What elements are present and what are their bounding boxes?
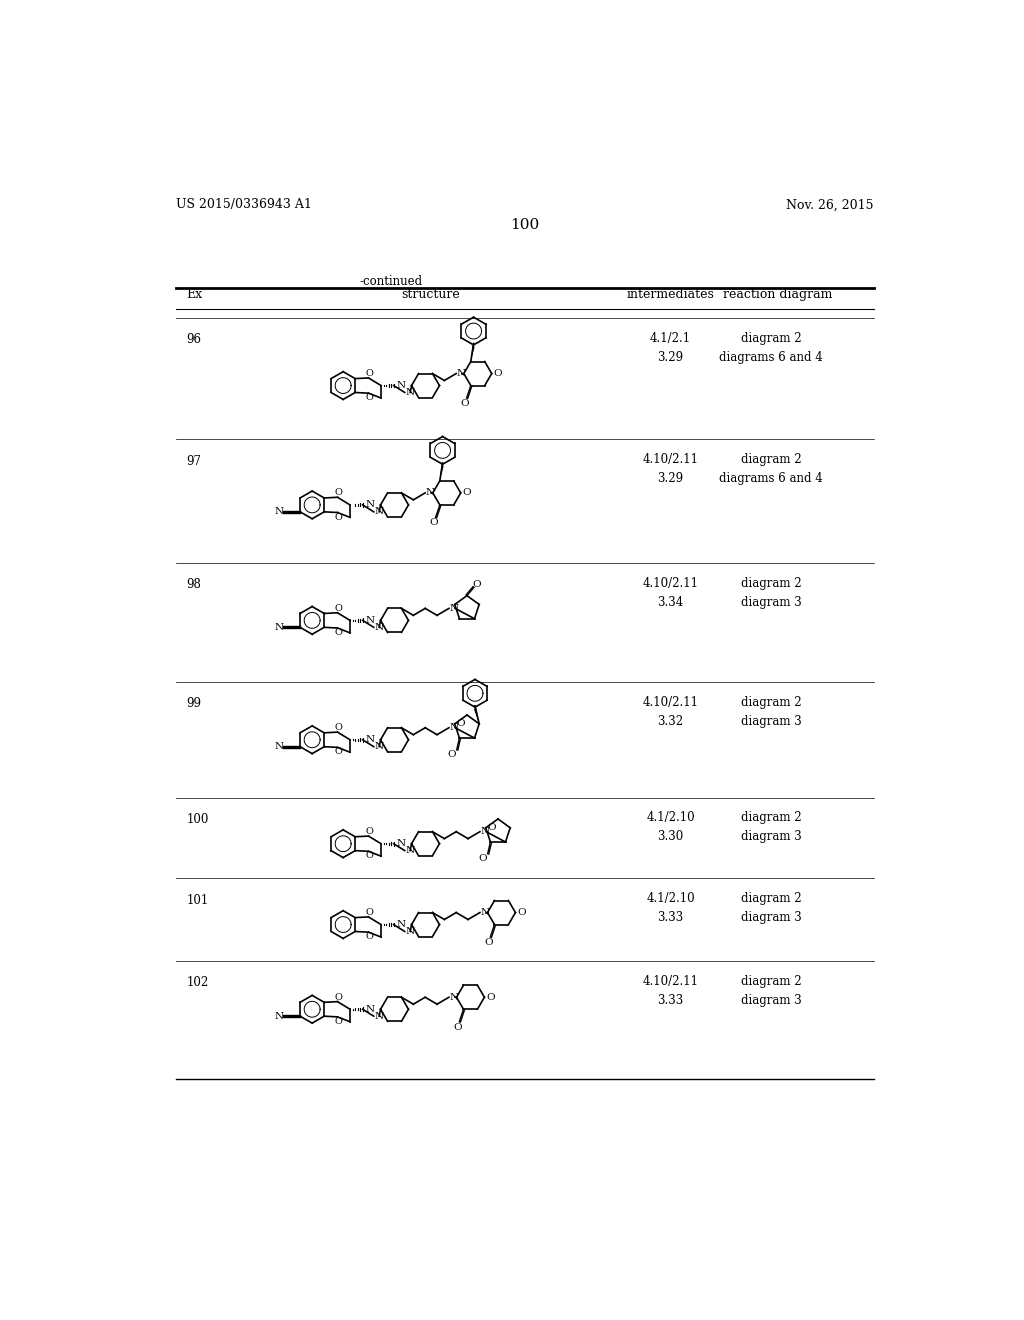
Text: O: O [334,1016,342,1026]
Text: 4.10/2.11
3.34: 4.10/2.11 3.34 [642,577,698,609]
Text: N: N [406,846,415,855]
Text: 96: 96 [186,333,201,346]
Text: 97: 97 [186,455,201,467]
Text: O: O [461,399,469,408]
Text: O: O [334,628,342,638]
Text: O: O [334,723,342,733]
Text: diagram 2
diagram 3: diagram 2 diagram 3 [741,974,802,1007]
Text: diagram 2
diagram 3: diagram 2 diagram 3 [741,696,802,727]
Text: N: N [406,388,415,397]
Text: 100: 100 [510,218,540,232]
Text: diagram 2
diagrams 6 and 4: diagram 2 diagrams 6 and 4 [720,331,823,363]
Text: N: N [480,828,489,836]
Text: O: O [334,488,342,498]
Text: O: O [478,854,487,863]
Text: O: O [517,908,526,917]
Text: 99: 99 [186,697,201,710]
Text: N: N [366,500,375,510]
Text: 4.1/2.1
3.29: 4.1/2.1 3.29 [650,331,691,363]
Text: reaction diagram: reaction diagram [723,288,833,301]
Text: N: N [274,742,284,751]
Text: N: N [450,723,459,733]
Text: 101: 101 [186,894,208,907]
Text: structure: structure [400,288,460,301]
Text: 4.10/2.11
3.32: 4.10/2.11 3.32 [642,696,698,727]
Text: N: N [397,840,406,849]
Text: O: O [334,512,342,521]
Text: intermediates: intermediates [627,288,715,301]
Text: 100: 100 [186,813,209,826]
Text: O: O [494,370,502,378]
Text: N: N [397,381,406,389]
Text: US 2015/0336943 A1: US 2015/0336943 A1 [176,198,312,211]
Text: O: O [366,368,373,378]
Text: Nov. 26, 2015: Nov. 26, 2015 [786,198,873,211]
Text: -continued: -continued [360,276,423,289]
Text: N: N [366,616,375,624]
Text: N: N [457,370,466,378]
Text: N: N [480,908,489,917]
Text: Ex: Ex [186,288,203,301]
Text: O: O [484,939,494,946]
Text: 4.10/2.11
3.29: 4.10/2.11 3.29 [642,453,698,486]
Text: O: O [430,519,438,527]
Text: diagram 2
diagram 3: diagram 2 diagram 3 [741,577,802,609]
Text: O: O [454,1023,462,1032]
Text: 98: 98 [186,578,201,591]
Text: N: N [397,920,406,929]
Text: N: N [375,742,384,751]
Text: N: N [426,488,435,498]
Text: O: O [366,826,373,836]
Text: O: O [334,603,342,612]
Text: O: O [366,932,373,941]
Text: N: N [375,507,384,516]
Text: 4.1/2.10
3.33: 4.1/2.10 3.33 [646,892,695,924]
Text: N: N [450,603,459,612]
Text: diagram 2
diagram 3: diagram 2 diagram 3 [741,812,802,843]
Text: N: N [375,1011,384,1020]
Text: diagram 2
diagrams 6 and 4: diagram 2 diagrams 6 and 4 [720,453,823,486]
Text: O: O [486,993,495,1002]
Text: O: O [447,750,457,759]
Text: O: O [463,488,471,498]
Text: N: N [274,623,284,632]
Text: O: O [366,393,373,403]
Polygon shape [474,709,479,723]
Text: N: N [375,623,384,632]
Text: N: N [366,1005,375,1014]
Text: N: N [450,993,459,1002]
Text: 102: 102 [186,977,208,989]
Text: O: O [334,993,342,1002]
Text: N: N [274,1011,284,1020]
Text: O: O [334,747,342,756]
Text: N: N [406,927,415,936]
Text: N: N [274,507,284,516]
Polygon shape [439,466,443,480]
Text: O: O [456,719,465,729]
Text: O: O [473,579,481,589]
Text: O: O [366,851,373,861]
Polygon shape [471,346,475,362]
Text: N: N [366,735,375,744]
Text: 4.1/2.10
3.30: 4.1/2.10 3.30 [646,812,695,843]
Text: diagram 2
diagram 3: diagram 2 diagram 3 [741,892,802,924]
Text: 4.10/2.11
3.33: 4.10/2.11 3.33 [642,974,698,1007]
Text: O: O [366,908,373,917]
Text: O: O [486,824,496,832]
